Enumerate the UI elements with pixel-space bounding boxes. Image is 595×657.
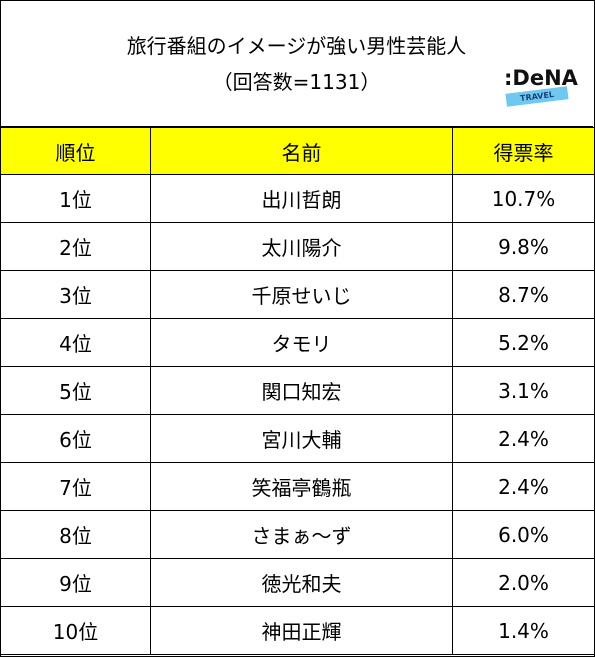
rate-cell: 1.4% — [452, 606, 595, 655]
rank-cell: 6位 — [0, 414, 151, 463]
rank-cell: 5位 — [0, 366, 151, 415]
rank-cell: 10位 — [0, 606, 151, 655]
name-cell: 千原せいじ — [150, 270, 453, 319]
table-row: 9位 徳光和夫 2.0% — [0, 558, 595, 607]
name-cell: タモリ — [150, 318, 453, 367]
name-cell: 出川哲朗 — [150, 174, 453, 223]
rate-cell: 2.0% — [452, 558, 595, 607]
rank-cell: 3位 — [0, 270, 151, 319]
table-row: 5位 関口知宏 3.1% — [0, 366, 595, 415]
rank-cell: 7位 — [0, 462, 151, 511]
name-cell: 笑福亭鶴瓶 — [150, 462, 453, 511]
table-row: 1位 出川哲朗 10.7% — [0, 174, 595, 223]
name-cell: 宮川大輔 — [150, 414, 453, 463]
ranking-table: 順位 名前 得票率 1位 出川哲朗 10.7% 2位 太川陽介 9.8% 3位 … — [0, 127, 595, 655]
rank-cell: 8位 — [0, 510, 151, 559]
table-row: 4位 タモリ 5.2% — [0, 318, 595, 367]
name-cell: さまぁ～ず — [150, 510, 453, 559]
rate-cell: 6.0% — [452, 510, 595, 559]
table-header-row: 順位 名前 得票率 — [0, 127, 595, 175]
name-cell: 関口知宏 — [150, 366, 453, 415]
rate-cell: 5.2% — [452, 318, 595, 367]
rate-cell: 2.4% — [452, 462, 595, 511]
table-row: 2位 太川陽介 9.8% — [0, 222, 595, 271]
logo-wordmark: :DeNA — [504, 66, 578, 90]
header-rank: 順位 — [0, 127, 151, 175]
name-cell: 神田正輝 — [150, 606, 453, 655]
rate-cell: 2.4% — [452, 414, 595, 463]
header-vote-rate: 得票率 — [452, 127, 595, 175]
page-title: 旅行番組のイメージが強い男性芸能人 — [126, 34, 467, 58]
rate-cell: 3.1% — [452, 366, 595, 415]
table-row: 7位 笑福亭鶴瓶 2.4% — [0, 462, 595, 511]
rank-cell: 9位 — [0, 558, 151, 607]
table-row: 8位 さまぁ～ず 6.0% — [0, 510, 595, 559]
rank-cell: 1位 — [0, 174, 151, 223]
rank-cell: 4位 — [0, 318, 151, 367]
table-row: 3位 千原せいじ 8.7% — [0, 270, 595, 319]
header-name: 名前 — [150, 127, 453, 175]
table-row: 10位 神田正輝 1.4% — [0, 606, 595, 655]
name-cell: 徳光和夫 — [150, 558, 453, 607]
dena-travel-logo: :DeNA TRAVEL — [500, 66, 578, 107]
rate-cell: 8.7% — [452, 270, 595, 319]
respondent-count: （回答数=1131） — [212, 70, 381, 94]
table-row: 6位 宮川大輔 2.4% — [0, 414, 595, 463]
title-area: 旅行番組のイメージが強い男性芸能人 （回答数=1131） :DeNA TRAVE… — [0, 0, 593, 127]
rate-cell: 9.8% — [452, 222, 595, 271]
rate-cell: 10.7% — [452, 174, 595, 223]
rank-cell: 2位 — [0, 222, 151, 271]
name-cell: 太川陽介 — [150, 222, 453, 271]
